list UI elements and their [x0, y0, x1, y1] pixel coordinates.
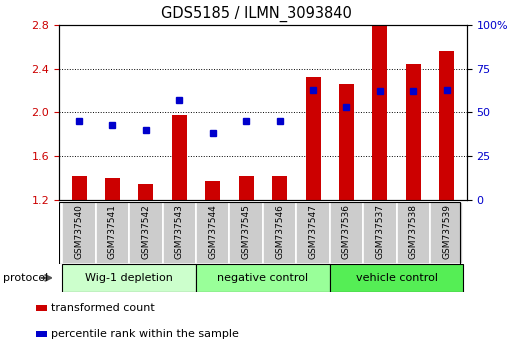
Bar — [205, 181, 220, 200]
Bar — [339, 84, 354, 200]
Bar — [129, 202, 163, 264]
Text: GSM737542: GSM737542 — [142, 204, 150, 259]
Bar — [229, 202, 263, 264]
Bar — [297, 202, 330, 264]
Text: GSM737547: GSM737547 — [308, 204, 318, 259]
Bar — [372, 25, 387, 200]
Bar — [439, 51, 455, 200]
Bar — [96, 202, 129, 264]
Bar — [139, 184, 153, 200]
Text: percentile rank within the sample: percentile rank within the sample — [51, 329, 239, 339]
Text: protocol: protocol — [3, 273, 48, 283]
Bar — [263, 202, 297, 264]
Text: vehicle control: vehicle control — [356, 273, 438, 283]
Bar — [397, 202, 430, 264]
Text: GSM737546: GSM737546 — [275, 204, 284, 259]
Text: Wig-1 depletion: Wig-1 depletion — [85, 273, 173, 283]
Bar — [330, 264, 463, 292]
Text: GSM737545: GSM737545 — [242, 204, 251, 259]
Bar — [196, 202, 229, 264]
Text: GSM737539: GSM737539 — [442, 204, 451, 259]
Bar — [430, 202, 463, 264]
Bar — [71, 176, 87, 200]
Bar — [306, 78, 321, 200]
Bar — [163, 202, 196, 264]
Text: GSM737544: GSM737544 — [208, 204, 218, 259]
Text: GSM737538: GSM737538 — [409, 204, 418, 259]
Bar — [36, 305, 47, 311]
Bar — [63, 264, 196, 292]
Bar — [363, 202, 397, 264]
Bar — [406, 64, 421, 200]
Bar — [239, 176, 254, 200]
Bar — [105, 178, 120, 200]
Text: GSM737540: GSM737540 — [74, 204, 84, 259]
Text: GSM737537: GSM737537 — [376, 204, 384, 259]
Text: negative control: negative control — [218, 273, 308, 283]
Text: transformed count: transformed count — [51, 303, 155, 313]
Bar — [330, 202, 363, 264]
Text: GSM737541: GSM737541 — [108, 204, 117, 259]
Bar — [196, 264, 330, 292]
Text: GSM737543: GSM737543 — [175, 204, 184, 259]
Bar — [172, 115, 187, 200]
Bar — [63, 202, 96, 264]
Bar — [36, 331, 47, 337]
Text: GDS5185 / ILMN_3093840: GDS5185 / ILMN_3093840 — [161, 5, 352, 22]
Text: GSM737536: GSM737536 — [342, 204, 351, 259]
Bar — [272, 176, 287, 200]
